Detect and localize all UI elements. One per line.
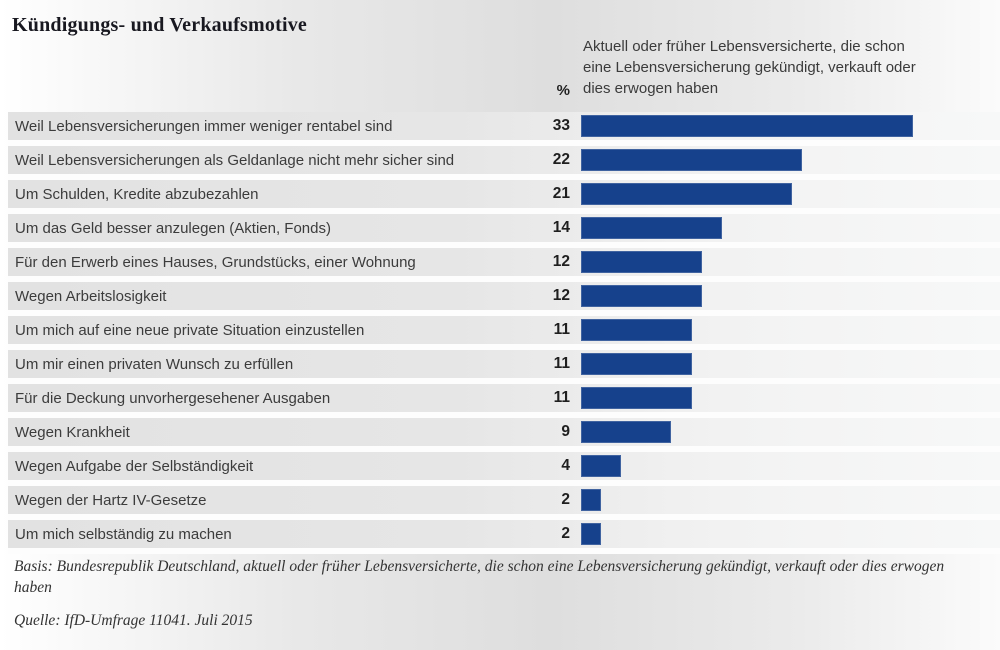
category-label: Für den Erwerb eines Hauses, Grundstücks… — [15, 253, 416, 271]
bar — [581, 319, 692, 341]
bar-track — [581, 251, 1000, 273]
basis-note: Basis: Bundesrepublik Deutschland, aktue… — [14, 558, 945, 596]
table-row: Wegen Aufgabe der Selbständigkeit 4 — [8, 452, 1000, 480]
value-label: 12 — [552, 253, 570, 270]
value-label: 11 — [553, 389, 570, 406]
bar-rows: Weil Lebensversicherungen immer weniger … — [8, 112, 1000, 554]
category-label: Um mich selbständig zu machen — [15, 525, 232, 543]
category-label: Für die Deckung unvorhergesehener Ausgab… — [15, 389, 331, 407]
bar-track — [581, 285, 1000, 307]
table-row: Weil Lebensversicherungen immer weniger … — [8, 112, 1000, 140]
category-label: Wegen Arbeitslosigkeit — [15, 287, 167, 305]
bar — [581, 489, 602, 511]
category-label: Um mich auf eine neue private Situation … — [15, 321, 365, 339]
bar — [581, 217, 722, 239]
table-row: Um das Geld besser anzulegen (Aktien, Fo… — [8, 214, 1000, 242]
value-label: 9 — [561, 423, 570, 440]
table-row: Um Schulden, Kredite abzubezahlen 21 — [8, 180, 1000, 208]
category-label: Weil Lebensversicherungen als Geldanlage… — [15, 151, 455, 169]
chart-footer: Basis: Bundesrepublik Deutschland, aktue… — [14, 556, 974, 631]
value-label: 4 — [561, 457, 570, 474]
bar — [581, 421, 672, 443]
value-label: 11 — [553, 321, 570, 338]
value-label: 21 — [552, 185, 570, 202]
bar — [581, 115, 913, 137]
category-label: Wegen Aufgabe der Selbständigkeit — [15, 457, 254, 475]
table-row: Wegen Krankheit 9 — [8, 418, 1000, 446]
table-row: Wegen Arbeitslosigkeit 12 — [8, 282, 1000, 310]
value-label: 2 — [561, 491, 570, 508]
value-label: 22 — [552, 151, 570, 168]
category-label: Wegen der Hartz IV-Gesetze — [15, 491, 207, 509]
table-row: Um mich auf eine neue private Situation … — [8, 316, 1000, 344]
percent-column-header: % — [556, 82, 570, 99]
bar-track — [581, 455, 1000, 477]
value-label: 14 — [552, 219, 570, 236]
value-label: 33 — [552, 117, 570, 134]
bar — [581, 183, 793, 205]
bar-track — [581, 353, 1000, 375]
bar-track — [581, 319, 1000, 341]
value-label: 2 — [561, 525, 570, 542]
bar-track — [581, 217, 1000, 239]
bar — [581, 353, 692, 375]
source-note: Quelle: IfD-Umfrage 11041. Juli 2015 — [14, 612, 253, 629]
bar-track — [581, 183, 1000, 205]
bar — [581, 523, 602, 545]
category-label: Um Schulden, Kredite abzubezahlen — [15, 185, 259, 203]
category-label: Wegen Krankheit — [15, 423, 130, 441]
page-title: Kündigungs- und Verkaufsmotive — [12, 14, 307, 36]
bar — [581, 251, 702, 273]
category-label: Um das Geld besser anzulegen (Aktien, Fo… — [15, 219, 331, 237]
bar — [581, 149, 803, 171]
bar — [581, 285, 702, 307]
table-row: Für die Deckung unvorhergesehener Ausgab… — [8, 384, 1000, 412]
table-row: Für den Erwerb eines Hauses, Grundstücks… — [8, 248, 1000, 276]
table-row: Wegen der Hartz IV-Gesetze 2 — [8, 486, 1000, 514]
value-label: 12 — [552, 287, 570, 304]
category-label: Weil Lebensversicherungen immer weniger … — [15, 117, 393, 135]
table-row: Weil Lebensversicherungen als Geldanlage… — [8, 146, 1000, 174]
bar — [581, 455, 622, 477]
bar-track — [581, 149, 1000, 171]
chart-legend: Aktuell oder früher Lebensversicherte, d… — [583, 38, 916, 97]
bar-track — [581, 115, 1000, 137]
category-label: Um mir einen privaten Wunsch zu erfüllen — [15, 355, 294, 373]
bar-track — [581, 421, 1000, 443]
table-row: Um mich selbständig zu machen 2 — [8, 520, 1000, 548]
bar-track — [581, 489, 1000, 511]
value-label: 11 — [553, 355, 570, 372]
bar — [581, 387, 692, 409]
bar-track — [581, 387, 1000, 409]
bar-track — [581, 523, 1000, 545]
table-row: Um mir einen privaten Wunsch zu erfüllen… — [8, 350, 1000, 378]
